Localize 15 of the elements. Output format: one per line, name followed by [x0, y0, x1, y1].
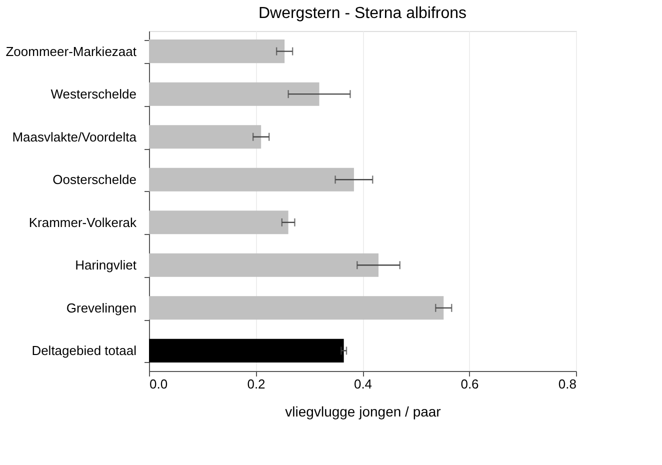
chart-title: Dwergstern - Sterna albifrons — [258, 5, 467, 22]
y-tick-label: Grevelingen — [66, 300, 136, 316]
x-tick-label: 0.4 — [354, 376, 372, 392]
x-tick-label: 0.8 — [558, 376, 576, 392]
x-axis-title: vliegvlugge jongen / paar — [285, 404, 442, 420]
y-tick-label: Deltagebied totaal — [32, 343, 137, 358]
y-tick-label: Krammer-Volkerak — [28, 214, 137, 230]
x-tick-label: 0.0 — [150, 376, 168, 392]
y-tick-label: Maasvlakte/Voordelta — [12, 129, 138, 144]
x-tick-label: 0.2 — [247, 376, 266, 392]
x-tick-label: 0.6 — [460, 376, 479, 392]
y-tick-label: Oosterschelde — [52, 172, 136, 188]
y-tick-label: Westerschelde — [50, 86, 136, 102]
y-tick-label: Haringvliet — [75, 258, 137, 273]
y-tick-label: Zoommeer-Markiezaat — [6, 44, 137, 59]
